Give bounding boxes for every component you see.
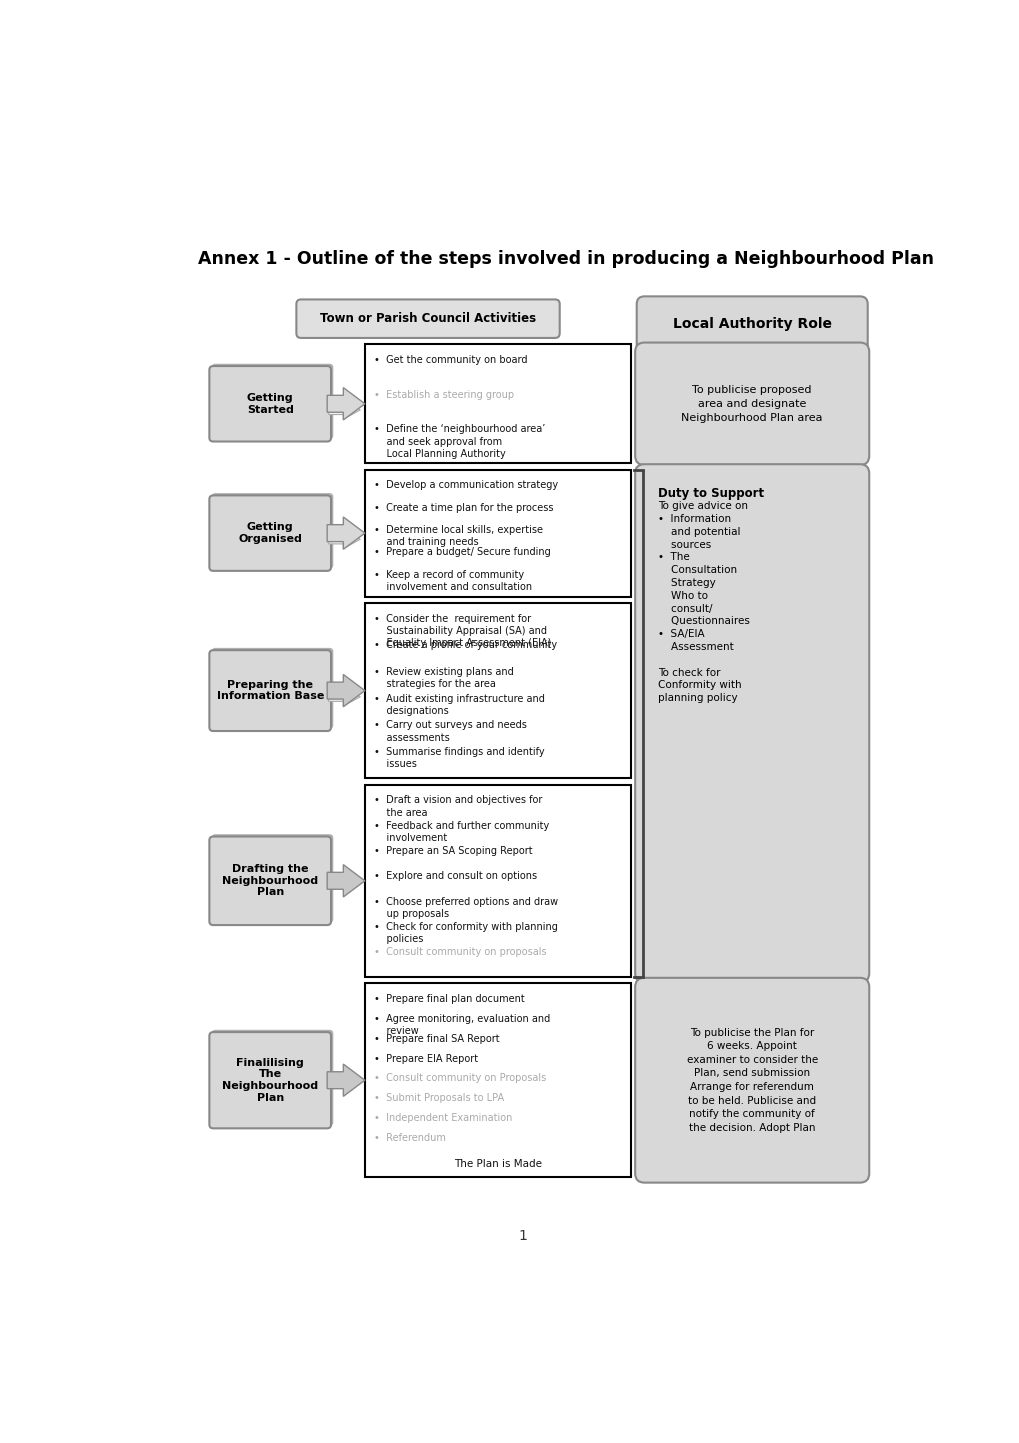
Text: •  Agree monitoring, evaluation and
    review: • Agree monitoring, evaluation and revie… (374, 1014, 550, 1036)
Text: •  Draft a vision and objectives for
    the area: • Draft a vision and objectives for the … (374, 795, 542, 818)
FancyArrow shape (327, 388, 365, 420)
FancyArrow shape (328, 401, 360, 418)
Text: •  Review existing plans and
    strategies for the area: • Review existing plans and strategies f… (374, 667, 514, 690)
Text: •  Prepare final SA Report: • Prepare final SA Report (374, 1033, 499, 1043)
FancyBboxPatch shape (636, 296, 867, 352)
Text: Drafting the
Neighbourhood
Plan: Drafting the Neighbourhood Plan (222, 864, 318, 898)
Text: •  Submit Proposals to LPA: • Submit Proposals to LPA (374, 1094, 503, 1104)
Text: •  Establish a steering group: • Establish a steering group (374, 390, 514, 400)
Text: 1: 1 (518, 1229, 527, 1244)
FancyBboxPatch shape (212, 364, 333, 439)
FancyBboxPatch shape (635, 465, 868, 983)
Text: •  Prepare a budget/ Secure funding: • Prepare a budget/ Secure funding (374, 547, 550, 557)
Text: •  Keep a record of community
    involvement and consultation: • Keep a record of community involvement… (374, 570, 532, 592)
FancyArrow shape (327, 517, 365, 550)
Text: Preparing the
Information Base: Preparing the Information Base (216, 680, 324, 701)
FancyBboxPatch shape (209, 1032, 331, 1128)
Text: •  Get the community on board: • Get the community on board (374, 355, 527, 365)
Text: •  Consult community on proposals: • Consult community on proposals (374, 947, 546, 957)
Text: •  Audit existing infrastructure and
    designations: • Audit existing infrastructure and desi… (374, 694, 544, 716)
Text: •  Feedback and further community
    involvement: • Feedback and further community involve… (374, 821, 549, 843)
FancyBboxPatch shape (212, 648, 333, 729)
Text: To give advice on
•  Information
    and potential
    sources
•  The
    Consul: To give advice on • Information and pote… (657, 501, 749, 703)
FancyBboxPatch shape (209, 837, 331, 925)
Bar (365, 603, 630, 778)
Text: •  Prepare an SA Scoping Report: • Prepare an SA Scoping Report (374, 846, 532, 856)
FancyArrow shape (328, 687, 360, 706)
FancyBboxPatch shape (635, 342, 868, 465)
Text: •  Independent Examination: • Independent Examination (374, 1113, 512, 1123)
Text: Finalilising
The
Neighbourhood
Plan: Finalilising The Neighbourhood Plan (222, 1058, 318, 1102)
FancyBboxPatch shape (209, 367, 331, 442)
Text: •  Determine local skills, expertise
    and training needs: • Determine local skills, expertise and … (374, 525, 542, 547)
Text: •  Develop a communication strategy: • Develop a communication strategy (374, 481, 557, 491)
Text: •  Choose preferred options and draw
    up proposals: • Choose preferred options and draw up p… (374, 896, 557, 919)
Text: •  Create a profile of your community: • Create a profile of your community (374, 641, 556, 651)
Text: The Plan is Made: The Plan is Made (453, 1159, 541, 1169)
Text: Getting
Started: Getting Started (247, 392, 293, 414)
Text: •  Prepare EIA Report: • Prepare EIA Report (374, 1053, 478, 1063)
FancyBboxPatch shape (297, 300, 559, 338)
Bar (365, 785, 630, 977)
Text: •  Referendum: • Referendum (374, 1133, 445, 1143)
Text: •  Check for conformity with planning
    policies: • Check for conformity with planning pol… (374, 922, 557, 944)
Text: Town or Parish Council Activities: Town or Parish Council Activities (320, 312, 536, 325)
Text: •  Consider the  requirement for
    Sustainability Appraisal (SA) and
    Equal: • Consider the requirement for Sustainab… (374, 613, 551, 648)
FancyArrow shape (328, 530, 360, 548)
Text: •  Create a time plan for the process: • Create a time plan for the process (374, 502, 553, 512)
FancyBboxPatch shape (212, 1030, 333, 1126)
FancyBboxPatch shape (212, 834, 333, 922)
Text: •  Prepare final plan document: • Prepare final plan document (374, 994, 525, 1004)
Text: Local Authority Role: Local Authority Role (673, 317, 830, 330)
Text: To publicise the Plan for
6 weeks. Appoint
examiner to consider the
Plan, send s: To publicise the Plan for 6 weeks. Appoi… (686, 1027, 817, 1133)
Text: Duty to Support: Duty to Support (657, 488, 763, 501)
Bar (365, 469, 630, 596)
Text: •  Summarise findings and identify
    issues: • Summarise findings and identify issues (374, 747, 544, 769)
Text: •  Explore and consult on options: • Explore and consult on options (374, 872, 537, 882)
Bar (365, 983, 630, 1177)
FancyArrow shape (327, 1063, 365, 1097)
FancyArrow shape (327, 864, 365, 898)
Bar (365, 343, 630, 463)
FancyBboxPatch shape (212, 494, 333, 569)
FancyBboxPatch shape (209, 651, 331, 732)
Text: •  Define the ‘neighbourhood area’
    and seek approval from
    Local Planning: • Define the ‘neighbourhood area’ and se… (374, 424, 545, 459)
FancyBboxPatch shape (635, 978, 868, 1183)
FancyArrow shape (327, 674, 365, 707)
Text: Getting
Organised: Getting Organised (238, 522, 302, 544)
Text: •  Carry out surveys and needs
    assessments: • Carry out surveys and needs assessment… (374, 720, 527, 743)
FancyBboxPatch shape (209, 495, 331, 571)
Text: To publicise proposed
area and designate
Neighbourhood Plan area: To publicise proposed area and designate… (681, 385, 822, 423)
Text: Annex 1 - Outline of the steps involved in producing a Neighbourhood Plan: Annex 1 - Outline of the steps involved … (198, 250, 933, 268)
Text: •  Consult community on Proposals: • Consult community on Proposals (374, 1074, 546, 1084)
